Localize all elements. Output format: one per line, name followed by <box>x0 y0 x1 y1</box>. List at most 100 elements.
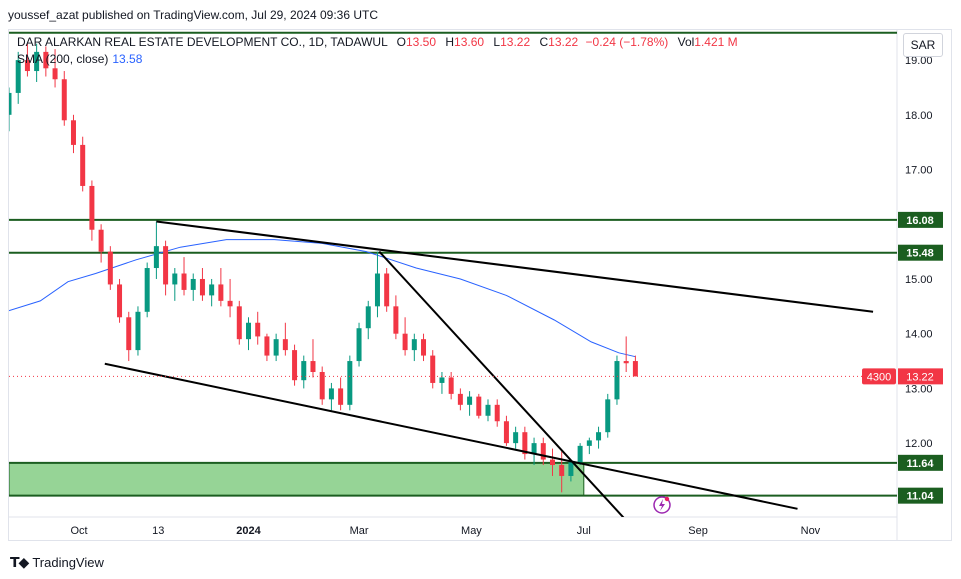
candle-body[interactable] <box>467 396 473 405</box>
candle-body[interactable] <box>107 251 113 285</box>
candle-body[interactable] <box>301 361 307 381</box>
candle-body[interactable] <box>144 268 150 312</box>
candle-body[interactable] <box>70 120 76 145</box>
candle-body[interactable] <box>98 229 104 252</box>
event-dot <box>664 496 670 502</box>
candle-body[interactable] <box>34 51 40 72</box>
candle-body[interactable] <box>61 79 67 121</box>
x-tick-label: Oct <box>70 525 87 537</box>
candle-body[interactable] <box>540 443 546 460</box>
candle-body[interactable] <box>264 336 270 356</box>
low-label: L <box>493 35 501 49</box>
candle-body[interactable] <box>310 361 316 372</box>
candle-body[interactable] <box>338 388 344 405</box>
candle-body[interactable] <box>227 300 233 307</box>
candle-body[interactable] <box>80 144 86 186</box>
candle-body[interactable] <box>153 246 159 269</box>
level-price-label: 11.04 <box>907 491 935 503</box>
candle-body[interactable] <box>163 246 169 285</box>
currency-button[interactable]: SAR <box>903 33 943 57</box>
candle-body[interactable] <box>89 185 95 230</box>
candle-body[interactable] <box>411 339 417 351</box>
volume-value: 1.421 M <box>694 35 738 49</box>
y-tick-label: 19.00 <box>905 55 933 67</box>
candle-body[interactable] <box>421 339 427 356</box>
candle-body[interactable] <box>273 339 279 356</box>
candle-body[interactable] <box>485 404 491 416</box>
candle-body[interactable] <box>255 322 261 337</box>
tradingview-logo-icon: 𝗧◆ <box>10 554 29 570</box>
candle-body[interactable] <box>513 432 519 444</box>
high-value: 13.60 <box>454 35 485 49</box>
candle-body[interactable] <box>181 273 187 290</box>
candle-body[interactable] <box>209 284 215 296</box>
sma-legend[interactable]: SMA (200, close) 13.58 <box>17 52 142 66</box>
candle-body[interactable] <box>632 361 638 377</box>
high-label: H <box>445 35 455 49</box>
candle-body[interactable] <box>494 404 500 422</box>
y-tick-label: 17.00 <box>905 165 933 177</box>
candle-body[interactable] <box>319 371 325 400</box>
candle-body[interactable] <box>568 462 574 476</box>
low-value: 13.22 <box>500 35 531 49</box>
candle-body[interactable] <box>457 393 463 405</box>
candle-body[interactable] <box>476 396 482 416</box>
candle-body[interactable] <box>347 361 353 405</box>
candle-body[interactable] <box>384 273 390 307</box>
trendline[interactable] <box>104 362 798 510</box>
sma-line[interactable] <box>9 239 636 358</box>
candle-body[interactable] <box>43 51 49 69</box>
trendline[interactable] <box>156 220 874 313</box>
sma-label: SMA (200, close) <box>17 52 109 66</box>
candle-body[interactable] <box>292 350 298 381</box>
candle-body[interactable] <box>236 306 242 340</box>
candle-body[interactable] <box>430 355 436 383</box>
tradingview-footer[interactable]: 𝗧◆ TradingView <box>10 554 104 571</box>
tradingview-brand: TradingView <box>32 555 104 570</box>
candle-body[interactable] <box>15 60 21 93</box>
y-tick-label: 14.00 <box>905 329 933 341</box>
candle-body[interactable] <box>577 445 583 463</box>
candle-body[interactable] <box>190 278 196 290</box>
candle-body[interactable] <box>246 322 252 340</box>
candle-body[interactable] <box>328 388 334 400</box>
candle-body[interactable] <box>586 440 592 446</box>
candle-body[interactable] <box>365 306 371 329</box>
candle-body[interactable] <box>614 361 620 400</box>
open-value: 13.50 <box>406 35 437 49</box>
candle-body[interactable] <box>402 333 408 351</box>
candle-body[interactable] <box>374 273 380 307</box>
candle-body[interactable] <box>135 311 141 351</box>
candle-body[interactable] <box>549 459 555 466</box>
candle-body[interactable] <box>623 361 629 364</box>
candle-body[interactable] <box>172 273 178 285</box>
candle-body[interactable] <box>24 60 30 72</box>
close-value: 13.22 <box>548 35 579 49</box>
candle-body[interactable] <box>117 284 123 318</box>
candle-body[interactable] <box>559 465 565 476</box>
trendline[interactable] <box>378 250 628 523</box>
y-tick-label: 12.00 <box>905 438 933 450</box>
volume-label: Vol <box>677 35 695 49</box>
candle-body[interactable] <box>605 399 611 433</box>
candle-body[interactable] <box>522 432 528 455</box>
candle-body[interactable] <box>218 284 224 301</box>
candle-body[interactable] <box>439 377 445 383</box>
candle-body[interactable] <box>531 443 537 455</box>
candle-body[interactable] <box>448 377 454 394</box>
candle-body[interactable] <box>7 92 12 115</box>
candle-body[interactable] <box>393 306 399 334</box>
candle-body[interactable] <box>52 68 58 80</box>
symbol-title[interactable]: DAR ALARKAN REAL ESTATE DEVELOPMENT CO.,… <box>17 35 388 49</box>
level-price-label: 16.08 <box>906 215 934 227</box>
candle-body[interactable] <box>282 339 288 351</box>
candle-body[interactable] <box>503 421 509 444</box>
candle-body[interactable] <box>126 317 132 351</box>
last-price-badge <box>898 368 943 385</box>
level-price-label: 11.64 <box>907 458 935 470</box>
candle-body[interactable] <box>596 432 602 441</box>
publisher-line: youssef_azat published on TradingView.co… <box>8 8 379 22</box>
candle-body[interactable] <box>199 278 205 296</box>
candle-body[interactable] <box>356 328 362 362</box>
